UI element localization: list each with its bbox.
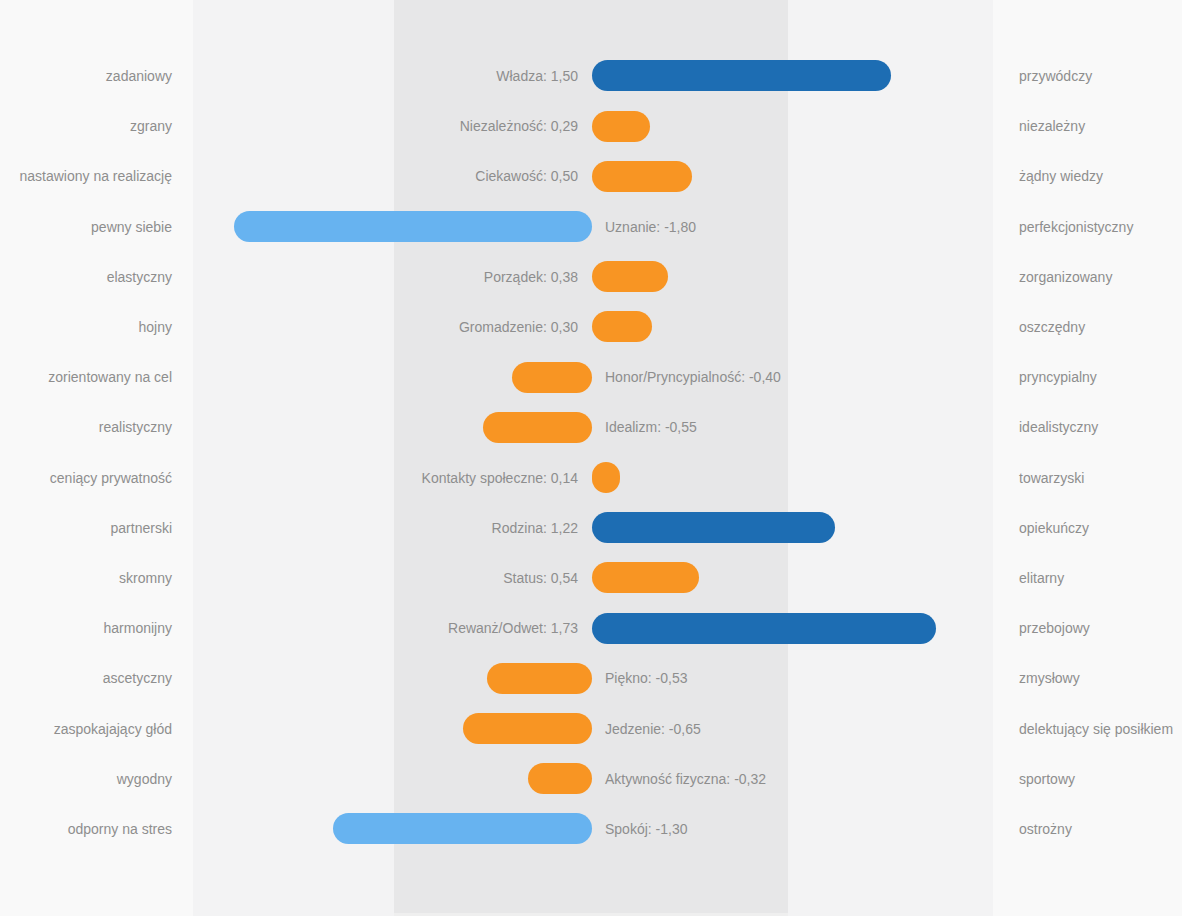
factor-row: wygodny Aktywność fizyczna: -0,32 sportowy (0, 754, 1182, 804)
factor-value-label: Rodzina: 1,22 (0, 503, 578, 553)
factor-row: ascetyczny Piękno: -0,53 zmysłowy (0, 653, 1182, 703)
right-trait-label: zorganizowany (1019, 252, 1112, 302)
factor-value-label: Idealizm: -0,55 (605, 402, 697, 452)
factor-row: odporny na stres Spokój: -1,30 ostrożny (0, 804, 1182, 854)
right-trait-label: ostrożny (1019, 804, 1072, 854)
right-trait-label: opiekuńczy (1019, 503, 1089, 553)
right-trait-label: zmysłowy (1019, 653, 1080, 703)
factor-value-label: Honor/Pryncypialność: -0,40 (605, 352, 781, 402)
factor-value-label: Władza: 1,50 (0, 51, 578, 101)
factor-bar (592, 111, 650, 142)
right-trait-label: oszczędny (1019, 302, 1085, 352)
factor-row: elastycznyPorządek: 0,38zorganizowany (0, 252, 1182, 302)
factor-bar (592, 613, 936, 644)
factor-bar (592, 60, 891, 91)
left-trait-label: zorientowany na cel (0, 352, 172, 402)
factor-value-label: Piękno: -0,53 (605, 653, 688, 703)
factor-bar (592, 462, 620, 493)
factor-row: zaspokajający głód Jedzenie: -0,65 delektu… (0, 704, 1182, 754)
right-trait-label: sportowy (1019, 754, 1075, 804)
right-trait-label: przywódczy (1019, 51, 1092, 101)
factor-row: harmonijnyRewanż/Odwet: 1,73przebojowy (0, 603, 1182, 653)
left-trait-label: odporny na stres (0, 804, 172, 854)
factor-row: hojnyGromadzenie: 0,30oszczędny (0, 302, 1182, 352)
factor-row: pewny siebie Uznanie: -1,80 perfekcjonisty… (0, 202, 1182, 252)
factor-bar (592, 161, 692, 192)
factor-bar (512, 362, 592, 393)
factor-value-label: Porządek: 0,38 (0, 252, 578, 302)
factor-bar (234, 211, 592, 242)
right-trait-label: niezależny (1019, 101, 1085, 151)
factor-value-label: Status: 0,54 (0, 553, 578, 603)
factor-bar (528, 763, 592, 794)
left-trait-label: ascetyczny (0, 653, 172, 703)
factor-bar (592, 311, 652, 342)
factor-bar (483, 412, 592, 443)
factor-bar (592, 562, 699, 593)
right-trait-label: żądny wiedzy (1019, 151, 1103, 201)
factor-row: zgranyNiezależność: 0,29niezależny (0, 101, 1182, 151)
right-trait-label: towarzyski (1019, 453, 1084, 503)
factor-row: nastawiony na realizacjęCiekawość: 0,50ż… (0, 151, 1182, 201)
factor-value-label: Spokój: -1,30 (605, 804, 688, 854)
left-trait-label: pewny siebie (0, 202, 172, 252)
factor-bar (487, 663, 592, 694)
factor-bar (592, 512, 835, 543)
factor-value-label: Jedzenie: -0,65 (605, 704, 701, 754)
right-trait-label: elitarny (1019, 553, 1064, 603)
factor-bar (333, 813, 592, 844)
factor-row: realistyczny Idealizm: -0,55 idealistyczny (0, 402, 1182, 452)
right-trait-label: pryncypialny (1019, 352, 1097, 402)
factor-bar (592, 261, 668, 292)
personality-profile-chart: zadaniowyWładza: 1,50przywódczyzgranyNie… (0, 0, 1182, 916)
factor-bar (463, 713, 592, 744)
right-trait-label: idealistyczny (1019, 402, 1098, 452)
left-trait-label: realistyczny (0, 402, 172, 452)
factor-value-label: Kontakty społeczne: 0,14 (0, 453, 578, 503)
right-trait-label: delektujący się posiłkiem (1019, 704, 1173, 754)
left-trait-label: wygodny (0, 754, 172, 804)
factor-value-label: Aktywność fizyczna: -0,32 (605, 754, 766, 804)
factor-row: zorientowany na cel Honor/Pryncypialność:… (0, 352, 1182, 402)
left-trait-label: zaspokajający głód (0, 704, 172, 754)
right-trait-label: perfekcjonistyczny (1019, 202, 1133, 252)
factor-value-label: Uznanie: -1,80 (605, 202, 696, 252)
factor-value-label: Niezależność: 0,29 (0, 101, 578, 151)
factor-row: skromnyStatus: 0,54elitarny (0, 553, 1182, 603)
factor-value-label: Gromadzenie: 0,30 (0, 302, 578, 352)
factor-row: zadaniowyWładza: 1,50przywódczy (0, 51, 1182, 101)
factor-row: partnerskiRodzina: 1,22opiekuńczy (0, 503, 1182, 553)
factor-value-label: Rewanż/Odwet: 1,73 (0, 603, 578, 653)
factor-value-label: Ciekawość: 0,50 (0, 151, 578, 201)
factor-row: ceniący prywatnośćKontakty społeczne: 0,… (0, 453, 1182, 503)
right-trait-label: przebojowy (1019, 603, 1090, 653)
